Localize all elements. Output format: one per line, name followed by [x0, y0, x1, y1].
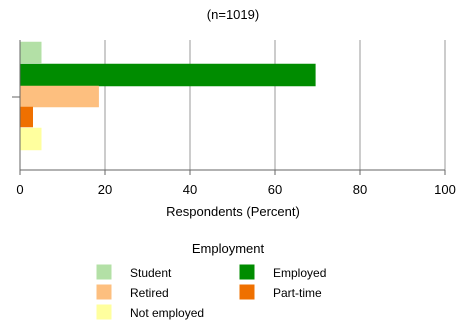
legend-swatch-student [96, 264, 112, 280]
x-axis: 0 20 40 60 80 100 [12, 40, 456, 197]
bar-part-time [19, 106, 33, 128]
x-tick-label: 40 [183, 182, 197, 197]
x-tick-label: 80 [353, 182, 367, 197]
gridlines [104, 40, 446, 170]
bar-employed [19, 63, 316, 87]
bar-retired [19, 85, 99, 108]
x-tick-label: 20 [98, 182, 112, 197]
chart-title: (n=1019) [207, 7, 259, 22]
bar-student [19, 41, 42, 64]
legend-label-employed: Employed [273, 266, 326, 280]
x-tick-label: 0 [16, 182, 23, 197]
bar-not-employed [19, 127, 42, 151]
legend-swatch-retired [96, 284, 112, 300]
x-tick-label: 60 [268, 182, 282, 197]
legend-swatch-employed [239, 264, 255, 280]
legend-label-student: Student [130, 266, 172, 280]
x-axis-label: Respondents (Percent) [166, 204, 300, 219]
legend-label-retired: Retired [130, 286, 169, 300]
legend-title: Employment [192, 241, 265, 256]
legend-swatch-part-time [239, 284, 255, 300]
x-tick-label: 100 [434, 182, 456, 197]
bars [19, 41, 316, 151]
legend-label-not-employed: Not employed [130, 306, 204, 320]
legend: Student Employed Retired Part-time Not emplo… [96, 264, 326, 320]
legend-swatch-not-employed [96, 304, 112, 320]
legend-label-part-time: Part-time [273, 286, 322, 300]
